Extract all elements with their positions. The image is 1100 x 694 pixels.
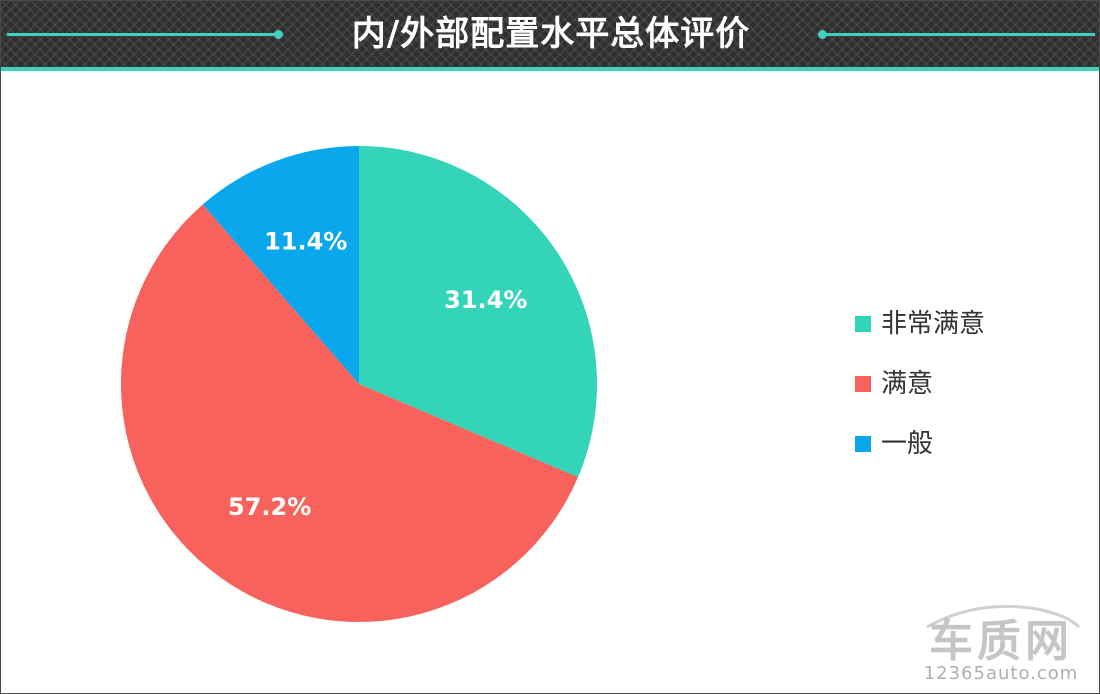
- chart-title: 内/外部配置水平总体评价: [351, 14, 751, 54]
- title-decoration-line-left: [7, 33, 277, 36]
- watermark-logo: 车质网: [929, 616, 1073, 667]
- watermark-url: 12365auto.com: [923, 663, 1079, 684]
- legend-label: 满意: [881, 369, 934, 399]
- watermark-car-arc-icon: [926, 604, 1081, 629]
- watermark: 车质网 12365auto.com: [911, 601, 1091, 691]
- title-decoration-dot-left: [274, 30, 283, 39]
- data-label-satisfied: 57.2%: [228, 493, 311, 521]
- data-label-very-satisfied: 31.4%: [444, 286, 527, 314]
- pie-slice-average: [202, 146, 359, 384]
- legend-label: 非常满意: [881, 309, 986, 339]
- title-decoration-dot-right: [818, 30, 827, 39]
- pie-slice-satisfied: [121, 204, 579, 623]
- legend-swatch: [855, 376, 871, 392]
- title-decoration-line-right: [823, 33, 1095, 36]
- title-bar-accent-strip: [1, 67, 1099, 71]
- title-bar: 内/外部配置水平总体评价: [1, 1, 1099, 71]
- legend-swatch: [855, 316, 871, 332]
- pie-slice-very-satisfied: [359, 146, 597, 478]
- legend-swatch: [855, 436, 871, 452]
- data-label-average: 11.4%: [264, 228, 347, 256]
- legend-label: 一般: [881, 429, 934, 459]
